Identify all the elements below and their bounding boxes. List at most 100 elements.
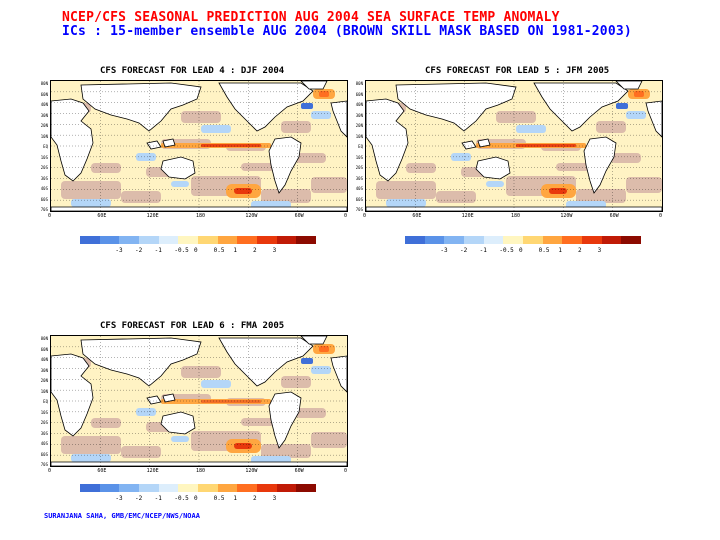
latitude-label: 10N <box>355 133 363 139</box>
colorbar-label: 0 <box>519 247 523 254</box>
sst-map <box>366 81 662 211</box>
colorbar-swatch <box>217 236 238 244</box>
colorbar-swatch <box>99 236 120 244</box>
longitude-label: 120W <box>245 213 258 219</box>
skill-mask-patch <box>406 163 436 173</box>
colorbar-label: 1 <box>558 247 562 254</box>
equatorial-core <box>201 144 261 147</box>
colorbar-swatch <box>158 484 179 492</box>
negative-anomaly-patch <box>201 380 231 388</box>
colorbar-label: -1 <box>479 247 487 254</box>
colorbar <box>405 236 642 244</box>
negative-anomaly-patch <box>136 408 156 416</box>
sst-map <box>51 81 347 211</box>
latitude-label: 40N <box>40 102 48 107</box>
continent <box>615 81 643 90</box>
latitude-label: 20N <box>355 123 363 128</box>
negative-anomaly-patch <box>136 153 156 161</box>
colorbar-swatch <box>562 236 583 244</box>
credit-text: SURANJANA SAHA, GMB/EMC/NCEP/NWS/NOAA <box>44 512 200 520</box>
colorbar-label: 0.5 <box>213 247 225 254</box>
longitude-label: 60E <box>97 468 107 474</box>
north-atlantic-cold <box>301 358 313 364</box>
continent <box>80 82 202 132</box>
continent <box>366 98 409 182</box>
negative-anomaly-patch <box>311 111 331 119</box>
continent <box>533 82 629 132</box>
longitude-label: 180 <box>196 213 206 219</box>
panel-title: CFS FORECAST FOR LEAD 4 : DJF 2004 <box>100 66 285 76</box>
map-panel <box>50 335 348 467</box>
continent <box>330 100 347 138</box>
colorbar-swatch <box>158 236 179 244</box>
colorbar-swatch <box>237 484 258 492</box>
colorbar-swatch <box>119 236 140 244</box>
latitude-label: 60S <box>40 451 48 457</box>
negative-anomaly-patch <box>451 153 471 161</box>
latitude-label: 80N <box>355 81 363 86</box>
map-panel <box>365 80 663 212</box>
continent <box>218 337 314 387</box>
colorbar-label: -0.5 <box>174 495 189 502</box>
longitude-label: 60W <box>294 213 304 219</box>
colorbar-label: -2 <box>460 247 468 254</box>
colorbar-swatch <box>601 236 622 244</box>
latitude-label: 40N <box>355 102 363 107</box>
north-atlantic-core <box>634 91 644 97</box>
latitude-label: 30N <box>40 112 48 118</box>
skill-mask-patch <box>61 181 121 199</box>
colorbar-swatch <box>80 236 100 244</box>
skill-mask-patch <box>281 376 311 388</box>
colorbar-label: 0 <box>194 495 198 502</box>
south-pacific-core <box>234 188 252 194</box>
latitude-label: 20N <box>40 378 48 383</box>
north-atlantic-core <box>319 91 329 97</box>
skill-mask-patch <box>436 191 476 203</box>
equatorial-core <box>516 144 576 147</box>
longitude-label: 180 <box>511 213 521 219</box>
negative-anomaly-patch <box>171 181 189 187</box>
skill-mask-patch <box>121 191 161 203</box>
north-atlantic-cold <box>616 103 628 109</box>
colorbar-label: 3 <box>272 247 277 254</box>
latitude-label: 60N <box>40 91 48 97</box>
colorbar-label: 1 <box>233 247 237 254</box>
skill-mask-patch <box>496 111 536 123</box>
skill-mask-patch <box>91 163 121 173</box>
colorbar-label: 0.5 <box>538 247 550 254</box>
colorbar-swatch <box>276 236 297 244</box>
latitude-label: 40S <box>355 186 363 191</box>
latitude-label: 10S <box>40 409 48 415</box>
colorbar-swatch <box>523 236 543 244</box>
negative-anomaly-patch <box>201 125 231 133</box>
latitude-label: 70S <box>40 207 48 212</box>
latitude-label: 30S <box>40 430 48 436</box>
latitude-label: 30N <box>40 367 48 373</box>
colorbar-label: -0.5 <box>174 247 189 254</box>
continent <box>475 156 511 180</box>
latitude-label: 10S <box>40 154 48 160</box>
continent <box>300 336 328 345</box>
latitude-label: EQ <box>43 399 48 404</box>
colorbar-label: -1 <box>154 247 162 254</box>
latitude-label: 70S <box>355 207 363 212</box>
longitude-label: 60W <box>609 213 619 219</box>
colorbar-label: -2 <box>135 495 143 502</box>
colorbar-label: -1 <box>154 495 162 502</box>
north-atlantic-cold <box>301 103 313 109</box>
colorbar-swatch <box>198 484 218 492</box>
negative-anomaly-patch <box>386 199 426 207</box>
longitude-label: 0 <box>48 468 52 474</box>
skill-mask-patch <box>296 153 326 163</box>
negative-anomaly-patch <box>311 366 331 374</box>
longitude-label: 0 <box>363 213 367 219</box>
colorbar-swatch <box>99 484 120 492</box>
colorbar-swatch <box>139 484 159 492</box>
skill-mask-patch <box>261 444 311 458</box>
latitude-label: 60S <box>40 196 48 202</box>
colorbar-label: 0 <box>194 247 198 254</box>
continent <box>300 81 328 90</box>
colorbar-label: -2 <box>135 247 143 254</box>
latitude-label: 60N <box>40 346 48 352</box>
colorbar-label: -3 <box>440 247 448 254</box>
